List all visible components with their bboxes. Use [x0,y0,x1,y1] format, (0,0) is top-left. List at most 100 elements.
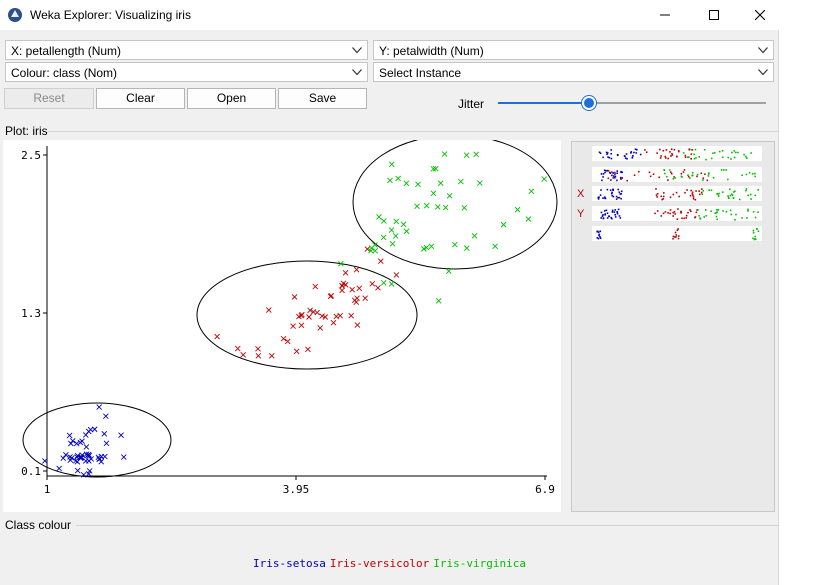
minimize-button[interactable] [642,0,688,30]
maximize-icon [709,10,719,20]
attribute-strip[interactable] [592,146,762,161]
attribute-strip[interactable] [592,167,762,182]
strip-dot [673,236,676,238]
data-point-iris-virginica [403,228,410,235]
scatter-plot-svg[interactable]: 1 3.95 6.9 2.5 1.3 0.1 [3,134,561,512]
strip-dot [602,217,605,219]
strip-dot [615,198,618,200]
attribute-strip[interactable] [592,226,762,241]
strip-dot [606,188,609,191]
strip-dot [717,195,720,197]
data-point-iris-versicolor [377,258,384,264]
strip-dot [695,157,697,159]
strip-dot [725,210,728,213]
strip-dot [656,152,658,154]
strip-dot [694,148,697,151]
strip-dot [610,157,613,160]
strip-dot [611,217,613,220]
reset-button[interactable]: Reset [4,88,94,109]
strip-dot [602,176,604,178]
x-axis-select[interactable]: X: petallength (Num) [5,40,368,60]
data-point-iris-virginica [437,180,444,187]
scatter-plot[interactable]: 1 3.95 6.9 2.5 1.3 0.1 [3,134,561,512]
strip-dot [717,209,720,211]
colour-select[interactable]: Colour: class (Nom) [5,62,368,82]
strip-dot [702,189,705,192]
strip-dot [610,179,612,181]
save-button[interactable]: Save [278,88,367,109]
strip-dot [713,151,716,154]
strip-dot [655,194,658,196]
strip-dot [669,212,671,215]
class-colour-entry[interactable]: Iris-versicolor [329,557,430,570]
jitter-slider-thumb[interactable] [582,96,597,110]
attribute-strips-svg[interactable]: XY [572,142,776,513]
data-point-iris-virginica [400,221,407,228]
x-tick-label: 3.95 [283,483,310,496]
strip-dot [616,210,619,213]
strip-dot [619,217,622,219]
strip-dot [605,169,607,172]
data-point-iris-virginica [388,161,395,168]
open-button[interactable]: Open [187,88,276,109]
strip-dot [675,236,677,238]
strip-dot [689,209,691,211]
strip-dot [597,237,600,240]
jitter-label: Jitter [458,97,485,111]
data-point-iris-setosa [66,432,73,439]
strip-dot [662,192,665,194]
data-point-iris-setosa [63,452,69,458]
data-point-iris-setosa [103,413,109,419]
strip-dot [611,194,614,197]
strip-dot [701,188,703,190]
strip-dot [675,191,678,194]
attribute-strip[interactable] [592,186,762,201]
jitter-slider[interactable] [498,96,766,110]
strip-dot [616,172,618,174]
strip-dot [712,152,714,155]
strip-dot [614,209,616,211]
strip-dot [691,149,694,151]
strip-dot [606,212,609,215]
strip-dot [697,208,699,211]
strip-dot [690,153,693,155]
attribute-strip[interactable] [592,206,762,221]
strip-dot [696,175,698,178]
y-tick-label: 1.3 [21,307,41,320]
strip-dot [734,218,736,221]
strip-dot [618,215,621,217]
weka-app-icon [8,8,22,22]
strip-dot [718,150,721,153]
strip-dot [672,193,675,196]
strip-dot [721,156,724,159]
close-button[interactable] [737,0,783,30]
strip-dot [693,153,695,156]
strip-dot [624,157,627,159]
strip-dot [665,157,667,159]
strip-dot [716,209,718,211]
strip-dot [599,194,602,196]
data-point-iris-versicolor [312,283,319,290]
strip-dot [677,228,679,230]
strip-dot [616,153,619,156]
strip-dot [660,215,663,217]
data-point-iris-setosa [91,426,98,433]
strip-dot [600,173,603,175]
data-point-iris-versicolor [307,307,313,314]
strip-dot [754,194,757,197]
y-axis-select[interactable]: Y: petalwidth (Num) [373,40,774,60]
strip-dot [682,171,685,173]
strip-dot [690,148,693,151]
data-point-iris-setosa [83,444,90,450]
clear-button[interactable]: Clear [96,88,185,109]
class-colour-entry[interactable]: Iris-setosa [253,557,326,570]
class-colour-entry[interactable]: Iris-virginica [433,557,526,570]
strip-dot [712,176,715,179]
strip-dot [725,169,728,171]
maximize-button[interactable] [691,0,737,30]
strip-dot [599,230,602,233]
select-instance-select[interactable]: Select Instance [373,62,774,82]
strip-dot [667,157,669,160]
data-point-iris-setosa [84,452,91,459]
